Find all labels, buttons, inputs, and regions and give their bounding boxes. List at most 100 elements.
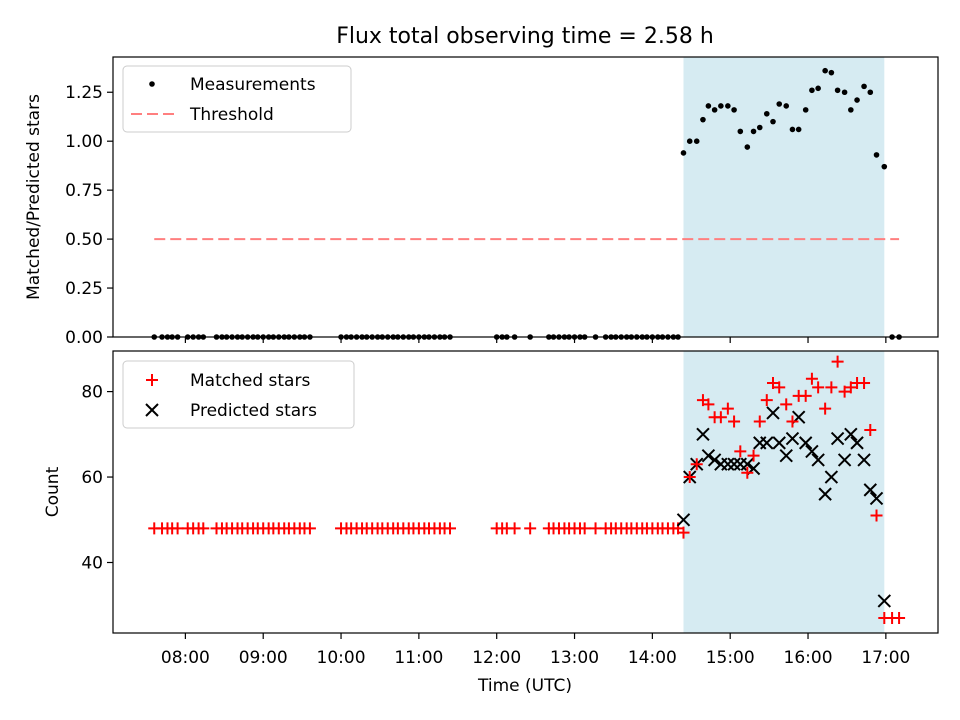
measurement-point (776, 101, 783, 107)
bottom-x-tick-label: 17:00 (861, 648, 910, 668)
measurement-point (763, 110, 770, 117)
measurement-point (809, 87, 815, 94)
matched-star-point (444, 522, 457, 535)
bottom-x-axis: 08:00 09:00 10:00 11:00 12:00 13:00 14:00 15:00… (161, 633, 910, 668)
bottom-y-tick-label: 80 (81, 383, 103, 403)
matched-star-point (677, 526, 690, 539)
measurement-point (802, 107, 809, 113)
top-y-axis: 0.00 0.25 0.50 0.75 1.00 1.25 (65, 83, 113, 348)
measurement-point (861, 83, 867, 90)
predicted-star-point (844, 427, 858, 442)
matched-star-point (721, 402, 734, 415)
matched-star-point (799, 389, 812, 402)
predicted-star-point (863, 483, 877, 497)
predicted-star-point (785, 431, 800, 446)
matched-star-point (864, 424, 877, 437)
legend-matched-marker (146, 374, 158, 386)
matched-star-point (831, 355, 844, 368)
matched-star-point (197, 522, 210, 535)
top-y-tick-label: 0.00 (65, 328, 103, 348)
predicted-star-point (721, 457, 735, 471)
predicted-star-point (707, 453, 722, 467)
predicted-star-point (837, 453, 852, 467)
bottom-x-tick-label: 10:00 (317, 648, 366, 668)
legend-threshold-label: Threshold (189, 105, 274, 125)
bottom-x-tick-label: 13:00 (550, 648, 599, 668)
top-axes-frame (112, 56, 939, 338)
bottom-highlight-span (683, 351, 885, 633)
matched-star-point (812, 381, 825, 394)
measurement-point (873, 152, 880, 158)
predicted-star-point (766, 406, 780, 420)
predicted-star-point (869, 491, 884, 506)
matched-star-point (825, 381, 838, 394)
matched-star-point (508, 522, 521, 535)
bottom-x-tick-label: 11:00 (394, 648, 443, 668)
matched-star-point (786, 415, 799, 428)
bottom-axes-frame (112, 350, 939, 634)
matched-star-point (805, 372, 818, 385)
measurement-point (700, 116, 706, 123)
matched-star-point (838, 385, 851, 398)
matched-star-point (734, 445, 747, 458)
matched-star-point (760, 394, 773, 407)
bottom-y-tick-label: 40 (81, 554, 103, 574)
top-legend: Measurements Threshold (122, 65, 352, 133)
matched-star-point (714, 411, 727, 424)
top-y-label: Matched/Predicted stars (24, 94, 44, 300)
predicted-star-point (857, 453, 871, 467)
matched-star-point (741, 466, 754, 479)
predicted-star-point (811, 453, 825, 467)
measurement-point (718, 103, 724, 109)
bottom-panel: 40 60 80 08:00 09:00 10:00 11:00 12:00 13:00 14:… (43, 350, 939, 696)
measurement-point (686, 138, 693, 144)
measurement-point (834, 87, 841, 94)
measurement-point (783, 103, 790, 109)
predicted-star-point (696, 427, 710, 442)
top-y-tick-label: 0.50 (65, 230, 103, 250)
measurement-point (848, 107, 854, 113)
matched-star-point (767, 377, 779, 390)
bottom-y-axis: 40 60 80 (81, 383, 113, 574)
legend-measurements-label: Measurements (190, 75, 316, 95)
top-y-tick-label: 1.25 (65, 83, 103, 103)
matched-star-point (893, 612, 906, 625)
legend-matched-label: Matched stars (190, 371, 310, 391)
matched-star-point (683, 471, 696, 484)
matched-star-point (773, 381, 786, 394)
bottom-x-tick-label: 12:00 (472, 648, 521, 668)
measurement-point (867, 89, 874, 96)
top-highlight-span (683, 57, 885, 337)
top-x-axis (184, 337, 887, 343)
matched-star-point (819, 402, 832, 415)
top-y-tick-label: 1.00 (65, 132, 103, 152)
predicted-star-point (727, 457, 741, 471)
matched-star-point (753, 415, 766, 428)
matched-star-point (780, 398, 793, 411)
predicted-star-point (818, 487, 832, 501)
legend-predicted-label: Predicted stars (190, 401, 317, 421)
matched-star-point (747, 449, 760, 462)
matched-star-point (870, 509, 883, 522)
measurement-point (881, 163, 888, 170)
bottom-legend-box (122, 360, 355, 429)
matched-star-point (844, 381, 857, 394)
measurement-point (795, 126, 802, 133)
predicted-star-point (798, 436, 813, 450)
predicted-star-point (830, 431, 845, 446)
predicted-star-point (779, 448, 793, 463)
matched-star-point (171, 522, 184, 535)
predicted-star-point (760, 436, 774, 450)
top-y-tick-label: 0.25 (65, 279, 103, 299)
bottom-y-tick-label: 60 (81, 468, 103, 488)
matched-star-point (690, 458, 703, 471)
matched-star-point (702, 398, 715, 411)
predicted-star-point (740, 457, 755, 471)
predicted-star-point (877, 594, 892, 608)
bottom-x-tick-label: 14:00 (628, 648, 677, 668)
predicted-star-point (676, 513, 691, 527)
bottom-x-tick-label: 16:00 (784, 648, 833, 668)
measurement-point (841, 89, 848, 96)
measurement-point (737, 128, 744, 135)
